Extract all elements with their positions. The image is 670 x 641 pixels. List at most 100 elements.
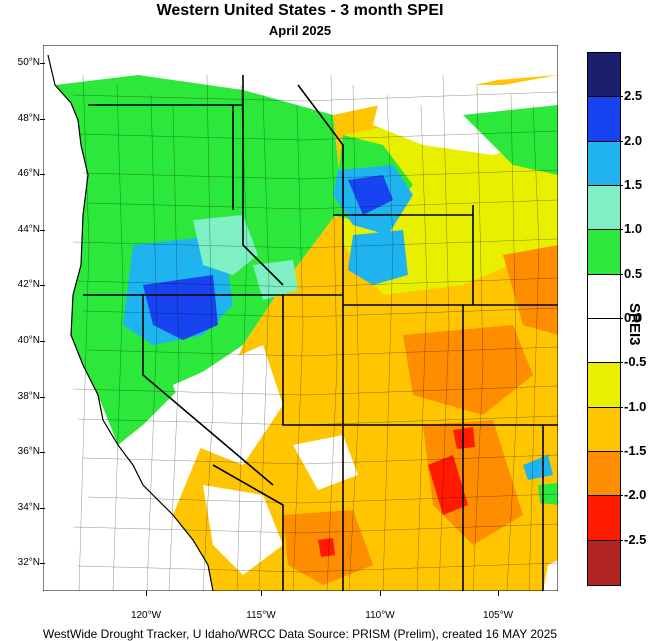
colorbar-tick bbox=[619, 539, 623, 541]
state-border bbox=[212, 464, 284, 591]
county-line bbox=[82, 169, 558, 180]
colorbar-tick bbox=[619, 318, 623, 319]
spei-region bbox=[523, 455, 553, 480]
colorbar-label: -1.5 bbox=[624, 443, 647, 458]
colorbar-label: 1.0 bbox=[624, 221, 643, 237]
spei-region bbox=[348, 175, 393, 215]
colorbar-segment bbox=[588, 53, 620, 98]
latitude-tick bbox=[40, 63, 45, 64]
latitude-label: 42°N bbox=[17, 279, 40, 291]
colorbar-segment bbox=[588, 496, 620, 541]
spei-region bbox=[193, 215, 258, 275]
latitude-tick bbox=[40, 396, 45, 398]
longitude-label: 120°W bbox=[130, 610, 162, 621]
latitude-tick bbox=[40, 563, 45, 565]
latitude-tick bbox=[40, 452, 45, 454]
colorbar-segment bbox=[588, 186, 620, 231]
map-title: Western United States - 3 month SPEI bbox=[156, 2, 444, 19]
county-line bbox=[77, 277, 558, 288]
latitude-label: 50°N bbox=[17, 57, 40, 68]
longitude-tick bbox=[380, 591, 381, 596]
latitude-tick bbox=[40, 174, 45, 176]
longitude-label: 105°W bbox=[482, 610, 514, 621]
county-line bbox=[87, 199, 558, 210]
spei-region bbox=[403, 325, 533, 415]
latitude-tick bbox=[40, 341, 45, 342]
spei-region bbox=[453, 427, 475, 449]
longitude-tick bbox=[146, 591, 147, 596]
county-line bbox=[506, 94, 518, 591]
colorbar-tick bbox=[619, 406, 623, 408]
pacific-coastline bbox=[47, 54, 214, 591]
spei-region bbox=[423, 420, 523, 545]
colorbar-tick bbox=[619, 273, 623, 275]
latitude-label: 34°N bbox=[17, 501, 40, 513]
colorbar-label: -2.5 bbox=[624, 531, 647, 547]
latitude-tick bbox=[40, 229, 45, 231]
spei-regions bbox=[55, 75, 558, 591]
footer-credit: WestWide Drought Tracker, U Idaho/WRCC D… bbox=[42, 627, 558, 641]
colorbar-tick bbox=[619, 362, 623, 364]
county-line bbox=[528, 104, 540, 591]
county-lines bbox=[72, 74, 558, 591]
county-line bbox=[438, 74, 450, 591]
county-line bbox=[258, 94, 270, 591]
latitude-tick bbox=[40, 118, 45, 120]
colorbar-tick bbox=[619, 229, 623, 231]
county-line bbox=[78, 74, 90, 591]
colorbar-label: 2.0 bbox=[624, 132, 643, 148]
county-line bbox=[348, 84, 360, 591]
colorbar-tick bbox=[619, 185, 623, 186]
spei-region bbox=[143, 275, 218, 340]
colorbar-tick bbox=[619, 140, 623, 142]
colorbar-label: 1.5 bbox=[624, 177, 643, 192]
colorbar-segment bbox=[588, 452, 620, 497]
colorbar-segment bbox=[588, 319, 620, 364]
longitude-label: 115°W bbox=[246, 610, 276, 621]
latitude-label: 38°N bbox=[17, 390, 40, 402]
spei-colorbar bbox=[587, 52, 621, 586]
county-line bbox=[326, 74, 338, 591]
spei-region bbox=[543, 560, 558, 591]
colorbar-label: -0.5 bbox=[624, 354, 647, 370]
colorbar-segment bbox=[588, 141, 620, 186]
county-line bbox=[72, 238, 558, 249]
latitude-label: 36°N bbox=[17, 446, 40, 458]
spei-region bbox=[503, 245, 558, 335]
colorbar-segment bbox=[588, 274, 620, 319]
spei-region bbox=[253, 260, 298, 300]
county-line bbox=[87, 493, 558, 504]
colorbar-segment bbox=[588, 540, 620, 585]
spei-region bbox=[463, 105, 558, 175]
latitude-label: 44°N bbox=[17, 223, 40, 235]
county-line bbox=[72, 385, 558, 396]
county-line bbox=[416, 104, 428, 591]
colorbar-tick bbox=[619, 451, 623, 452]
map-subtitle: April 2025 bbox=[268, 23, 332, 38]
latitude-label: 32°N bbox=[17, 557, 40, 569]
state-border bbox=[142, 295, 274, 486]
state-border bbox=[297, 84, 344, 215]
spei-region bbox=[428, 455, 468, 515]
state-border bbox=[282, 295, 343, 426]
colorbar-label: 0.0 bbox=[624, 310, 643, 325]
county-line bbox=[292, 104, 304, 591]
county-line bbox=[77, 415, 558, 426]
spei-region bbox=[293, 435, 358, 490]
county-line bbox=[112, 84, 124, 591]
county-line bbox=[82, 454, 558, 465]
spei-map bbox=[43, 45, 558, 591]
county-line bbox=[82, 307, 558, 318]
colorbar-label: -1.0 bbox=[624, 398, 647, 414]
colorbar-label: 0.5 bbox=[624, 265, 643, 281]
colorbar-segment bbox=[588, 363, 620, 408]
latitude-tick bbox=[40, 285, 45, 287]
state-borders bbox=[83, 75, 558, 591]
latitude-label: 40°N bbox=[17, 335, 40, 346]
latitude-tick bbox=[40, 507, 45, 509]
county-line bbox=[77, 562, 558, 573]
colorbar-segment bbox=[588, 97, 620, 142]
longitude-tick bbox=[498, 591, 499, 596]
spei-region bbox=[203, 485, 283, 575]
colorbar-tick bbox=[619, 96, 623, 98]
